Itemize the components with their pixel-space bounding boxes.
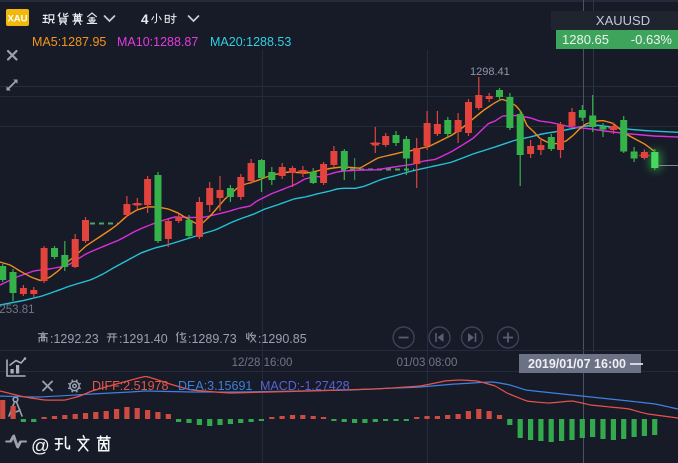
svg-text:MACD:-1.27428: MACD:-1.27428 xyxy=(260,379,350,393)
svg-text:2019/01/07 16:00: 2019/01/07 16:00 xyxy=(528,357,626,371)
svg-text:DIFF:2.51978: DIFF:2.51978 xyxy=(92,379,168,393)
svg-text:MA10:1288.87: MA10:1288.87 xyxy=(117,35,198,49)
svg-text:@: @ xyxy=(31,435,50,456)
svg-text:-0.63%: -0.63% xyxy=(631,32,673,47)
svg-text::1292.23: :1292.23 xyxy=(50,332,99,346)
svg-text:12/28 16:00: 12/28 16:00 xyxy=(232,357,293,369)
svg-text:XAU: XAU xyxy=(7,14,27,25)
svg-text::1291.40: :1291.40 xyxy=(119,332,168,346)
svg-text::1289.73: :1289.73 xyxy=(188,332,237,346)
svg-text:1298.41: 1298.41 xyxy=(470,66,510,78)
svg-text:01/03 08:00: 01/03 08:00 xyxy=(397,357,458,369)
svg-text:1280.65: 1280.65 xyxy=(562,32,609,47)
svg-text:XAUUSD: XAUUSD xyxy=(596,13,650,28)
svg-text:MA5:1287.95: MA5:1287.95 xyxy=(32,35,106,49)
svg-text::1290.85: :1290.85 xyxy=(258,332,307,346)
svg-text:MA20:1288.53: MA20:1288.53 xyxy=(210,35,291,49)
svg-text:4: 4 xyxy=(141,12,149,27)
svg-text:DEA:3.15691: DEA:3.15691 xyxy=(178,379,252,393)
